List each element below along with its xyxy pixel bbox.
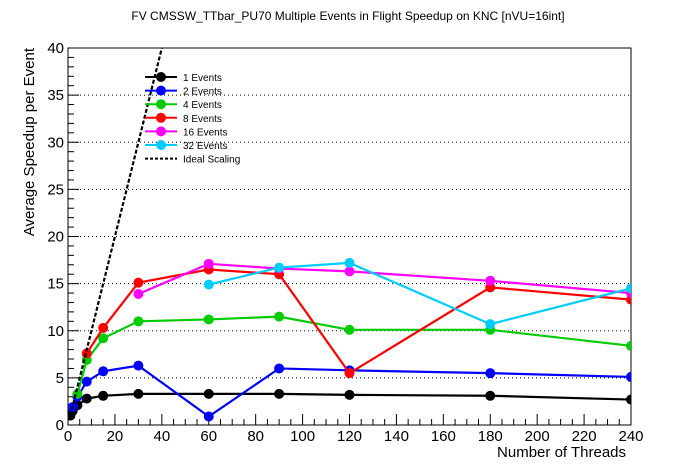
data-point-32-events (485, 319, 496, 330)
data-point-2-events (81, 376, 92, 387)
legend-marker (156, 140, 166, 150)
x-tick-label: 220 (572, 428, 597, 445)
data-point-32-events (203, 279, 214, 290)
legend-label: 8 Events (183, 114, 222, 125)
legend-item-1-events: 1 Events (145, 72, 222, 84)
series-line-2-events (71, 364, 631, 418)
y-tick-label: 15 (47, 276, 64, 293)
data-point-1-events (626, 394, 631, 405)
series-line-16-events (137, 262, 631, 296)
data-point-2-events (203, 411, 214, 422)
x-tick-label: 160 (431, 428, 456, 445)
legend-item-8-events: 8 Events (145, 112, 222, 125)
legend-label: 16 Events (183, 127, 227, 138)
legend-item-32-events: 32 Events (145, 140, 227, 152)
legend-label: Ideal Scaling (183, 155, 240, 166)
x-tick-label: 0 (64, 428, 72, 445)
data-point-1-events (274, 388, 285, 399)
y-tick-label: 40 (47, 40, 64, 57)
x-tick-label: 60 (200, 428, 217, 445)
data-point-4-events (203, 314, 214, 325)
y-tick-label: 10 (47, 323, 64, 340)
y-tick-label: 25 (47, 181, 64, 198)
legend-item-ideal-scaling: Ideal Scaling (145, 155, 240, 166)
legend-marker (156, 126, 166, 137)
legend-item-16-events: 16 Events (145, 126, 227, 138)
data-point-8-events (98, 322, 109, 333)
series-32-events (203, 257, 631, 330)
legend-item-4-events: 4 Events (145, 99, 222, 111)
legend-item-2-events: 2 Events (145, 85, 222, 98)
x-tick-label: 100 (290, 428, 315, 445)
series-4-events (72, 311, 631, 399)
y-tick-label: 20 (47, 229, 64, 246)
data-point-16-events (485, 275, 496, 286)
x-tick-label: 40 (153, 428, 170, 445)
data-point-2-events (626, 371, 631, 382)
data-point-2-events (274, 363, 285, 374)
data-point-16-events (344, 266, 355, 277)
y-axis-ticks: 0 5 10 15 20 25 30 35 40 (47, 40, 79, 434)
data-point-4-events (626, 340, 631, 351)
data-point-4-events (133, 316, 144, 327)
data-point-1-events (98, 390, 109, 401)
series-layer (68, 48, 631, 422)
data-point-2-events (485, 368, 496, 379)
legend-label: 1 Events (183, 73, 222, 84)
x-tick-label: 180 (478, 428, 503, 445)
legend-marker (156, 85, 166, 96)
data-point-4-events (344, 324, 355, 335)
data-point-32-events (626, 283, 631, 294)
x-axis-title: Number of Threads (497, 444, 626, 461)
series-1-events (68, 388, 631, 421)
y-tick-label: 0 (56, 417, 64, 434)
y-axis-title: Average Speedup per Event (21, 47, 38, 236)
data-point-1-events (133, 388, 144, 399)
data-point-1-events (485, 390, 496, 401)
data-point-32-events (344, 257, 355, 268)
data-point-8-events (133, 277, 144, 288)
data-point-2-events (98, 366, 109, 377)
data-point-1-events (344, 389, 355, 400)
data-point-4-events (274, 311, 285, 322)
y-tick-label: 35 (47, 87, 64, 104)
x-axis-ticks: 0 20 40 60 80 100 120 140 160 180 200 220 240 (64, 414, 644, 445)
data-point-2-events (133, 360, 144, 371)
legend-marker (156, 72, 166, 82)
series-line-ideal-scaling (69, 48, 163, 416)
x-tick-label: 240 (618, 428, 643, 445)
y-tick-label: 5 (56, 370, 64, 387)
x-tick-label: 120 (337, 428, 362, 445)
data-point-8-events (344, 368, 355, 379)
data-point-1-events (81, 393, 92, 404)
legend-label: 4 Events (183, 100, 222, 111)
series-line-8-events (85, 268, 631, 375)
y-tick-label: 30 (47, 134, 64, 151)
x-tick-label: 200 (525, 428, 550, 445)
legend-label: 2 Events (183, 87, 222, 98)
x-tick-label: 20 (107, 428, 124, 445)
x-tick-label: 140 (384, 428, 409, 445)
data-point-4-events (98, 333, 109, 344)
data-point-16-events (133, 288, 144, 299)
data-point-16-events (203, 258, 214, 269)
legend-marker (156, 112, 166, 123)
data-point-32-events (274, 262, 285, 273)
chart-title: FV CMSSW_TTbar_PU70 Multiple Events in F… (131, 9, 564, 23)
x-tick-label: 80 (247, 428, 264, 445)
series-ideal-scaling (69, 48, 163, 416)
data-point-1-events (203, 388, 214, 399)
legend: 1 Events 2 Events 4 Events 8 Events 16 Event… (145, 72, 240, 166)
legend-marker (156, 99, 166, 110)
legend-label: 32 Events (183, 141, 227, 152)
